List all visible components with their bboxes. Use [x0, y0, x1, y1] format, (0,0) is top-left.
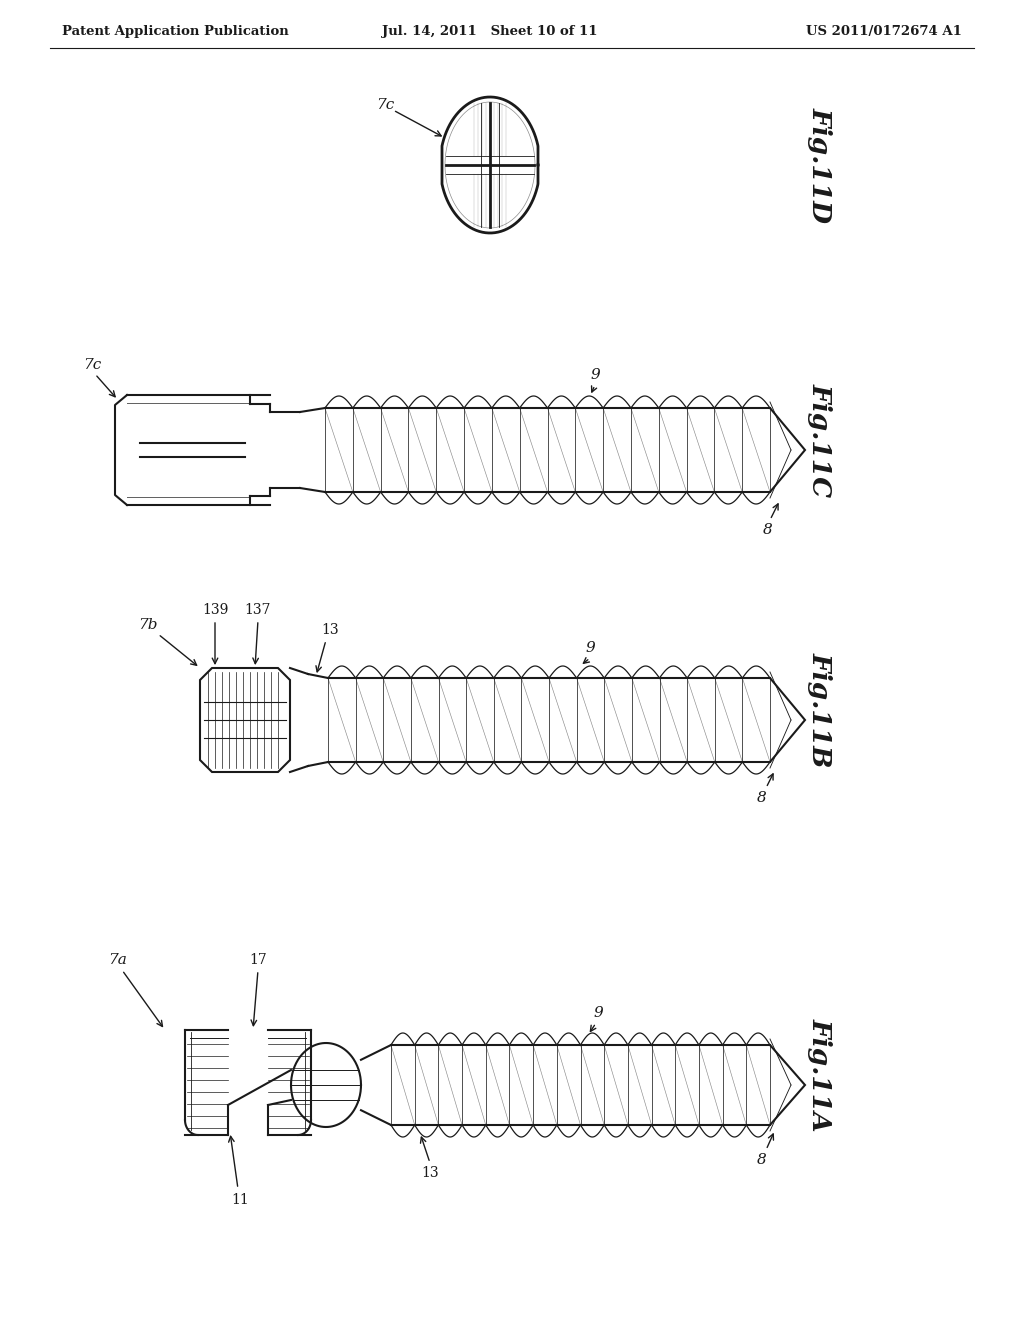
Text: 8: 8	[757, 1152, 767, 1167]
Text: 17: 17	[249, 953, 267, 968]
Text: Fig.11C: Fig.11C	[808, 383, 833, 498]
Text: 9: 9	[590, 368, 600, 381]
Text: 13: 13	[322, 623, 339, 638]
Text: Fig.11B: Fig.11B	[808, 652, 833, 768]
Text: 7a: 7a	[109, 953, 127, 968]
Text: 11: 11	[231, 1193, 249, 1206]
Text: 13: 13	[421, 1166, 439, 1180]
Text: Fig.11A: Fig.11A	[808, 1018, 833, 1131]
Text: Fig.11D: Fig.11D	[808, 107, 833, 223]
Text: 7b: 7b	[138, 618, 158, 632]
Text: Jul. 14, 2011   Sheet 10 of 11: Jul. 14, 2011 Sheet 10 of 11	[382, 25, 598, 38]
Text: US 2011/0172674 A1: US 2011/0172674 A1	[806, 25, 962, 38]
Text: 9: 9	[585, 642, 595, 655]
Text: 137: 137	[245, 603, 271, 616]
Text: 8: 8	[757, 791, 767, 805]
Text: 7c: 7c	[376, 98, 394, 112]
Text: 9: 9	[593, 1006, 603, 1020]
Text: Patent Application Publication: Patent Application Publication	[62, 25, 289, 38]
Text: 139: 139	[202, 603, 228, 616]
Text: 8: 8	[763, 523, 773, 537]
Text: 7c: 7c	[83, 358, 101, 372]
